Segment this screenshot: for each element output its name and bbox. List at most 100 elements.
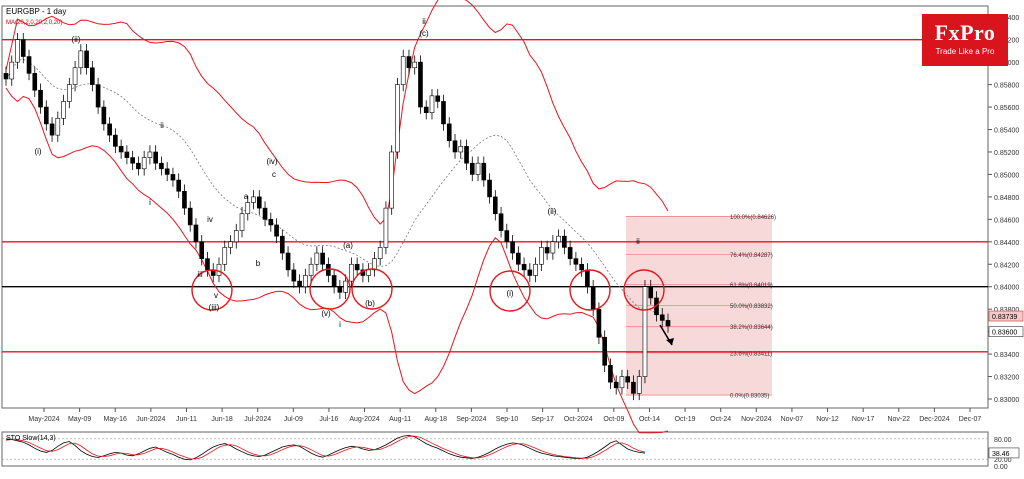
candle-body [619,376,625,389]
candle-body [20,39,26,57]
price-tick-label: 0.84000 [994,285,1019,292]
wave-label: a [244,192,249,201]
date-tick-label: Sep-10 [496,416,519,423]
candle-body [636,376,642,394]
wave-label: (i) [34,147,41,156]
candle-body [67,84,72,102]
date-tick-label: Oct-2024 [564,416,593,423]
candle-body [182,190,187,209]
candle-body [205,258,210,271]
price-tick-label: 0.85200 [994,150,1019,157]
highlight-circle [569,269,611,311]
date-tick-label: Nov-12 [816,416,839,423]
candle-body [15,39,20,63]
candle-body [400,56,406,85]
candle-body [49,123,55,136]
candle-body [418,61,423,108]
candle-body [539,247,544,265]
candle-body [625,376,631,383]
date-tick-label: Nov-17 [852,416,875,423]
candle-body [527,269,533,276]
bollinger-upper-band [5,0,669,225]
price-tick-label: 0.84800 [994,195,1019,202]
candle-body [291,269,297,282]
date-tick-label: Aug-11 [389,416,411,423]
wave-label: ii [636,237,640,246]
candle-body [153,151,158,164]
date-tick-label: Jun-11 [176,416,197,423]
price-tick-label: 0.83200 [994,375,1019,382]
candle-body [498,213,504,231]
candle-body [481,162,487,181]
candle-body [193,224,199,243]
price-tick-label: 0.85800 [994,83,1019,90]
candle-body [487,179,492,198]
stochastic-tick-label: 20.00 [994,457,1012,464]
candle-body [631,381,636,394]
candle-body [533,263,538,276]
candle-body [113,134,118,147]
fibonacci-label: 76.4%(0.84287) [730,253,773,259]
brand-tagline: Trade Like a Pro [935,47,995,56]
wave-label: i [339,320,341,329]
candle-body [659,314,665,321]
date-tick-label: May-2024 [28,416,59,423]
highlight-circle [351,268,393,310]
candle-body [147,151,153,158]
candle-body [274,224,279,237]
date-tick-label: Jul-16 [319,416,338,423]
fxpro-logo: FxPro Trade Like a Pro [922,14,1008,66]
wave-label: c [272,170,276,179]
candle-body [550,241,556,254]
candle-body [349,263,354,282]
candle-body [141,157,147,170]
candle-body [199,241,205,259]
candle-body [84,50,89,69]
date-tick-label: Dec-2024 [919,416,949,423]
candle-body [130,157,135,164]
date-tick-label: Oct-19 [675,416,696,423]
candle-body [118,146,124,153]
candle-body [510,241,515,254]
candle-body [441,101,446,125]
bollinger-lower-band [5,87,669,434]
candle-body [170,174,176,181]
wave-label: (i) [506,289,513,298]
candle-body [297,280,302,288]
candle-body [256,196,262,209]
candle-body [308,263,314,276]
chart-title: EURGBP - 1 day [6,7,66,16]
candle-body [245,202,251,215]
stochastic-tick-label: 80.00 [994,437,1012,444]
candle-body [268,219,274,226]
candle-body [556,235,561,243]
stochastic-tick-label: 0.00 [994,464,1008,471]
candle-body [469,162,475,175]
candle-body [9,61,15,80]
candle-body [516,252,521,265]
price-tick-label: 0.83800 [994,307,1019,314]
candle-body [187,207,193,226]
candle-body [107,123,112,136]
wave-label: ii [160,121,164,130]
fibonacci-label: 50.0%(0.83832) [730,304,773,310]
candle-body [366,269,371,276]
candle-body [222,247,228,265]
candle-body [544,247,550,254]
candle-body [124,151,130,158]
candle-body [492,196,498,215]
highlight-circle [489,270,531,312]
candle-body [136,162,141,170]
highlight-circle [191,269,233,311]
marked-price-box [988,326,1024,337]
wave-label: (a) [343,241,353,250]
candle-body [78,50,84,69]
candle-body [38,89,43,108]
date-tick-label: Nov-07 [781,416,804,423]
highlight-circle [309,268,351,310]
candle-body [383,207,389,248]
candle-body [228,241,233,248]
date-tick-label: Jun-2024 [136,416,165,423]
candle-body [279,235,285,254]
wave-label: iii [197,270,203,279]
